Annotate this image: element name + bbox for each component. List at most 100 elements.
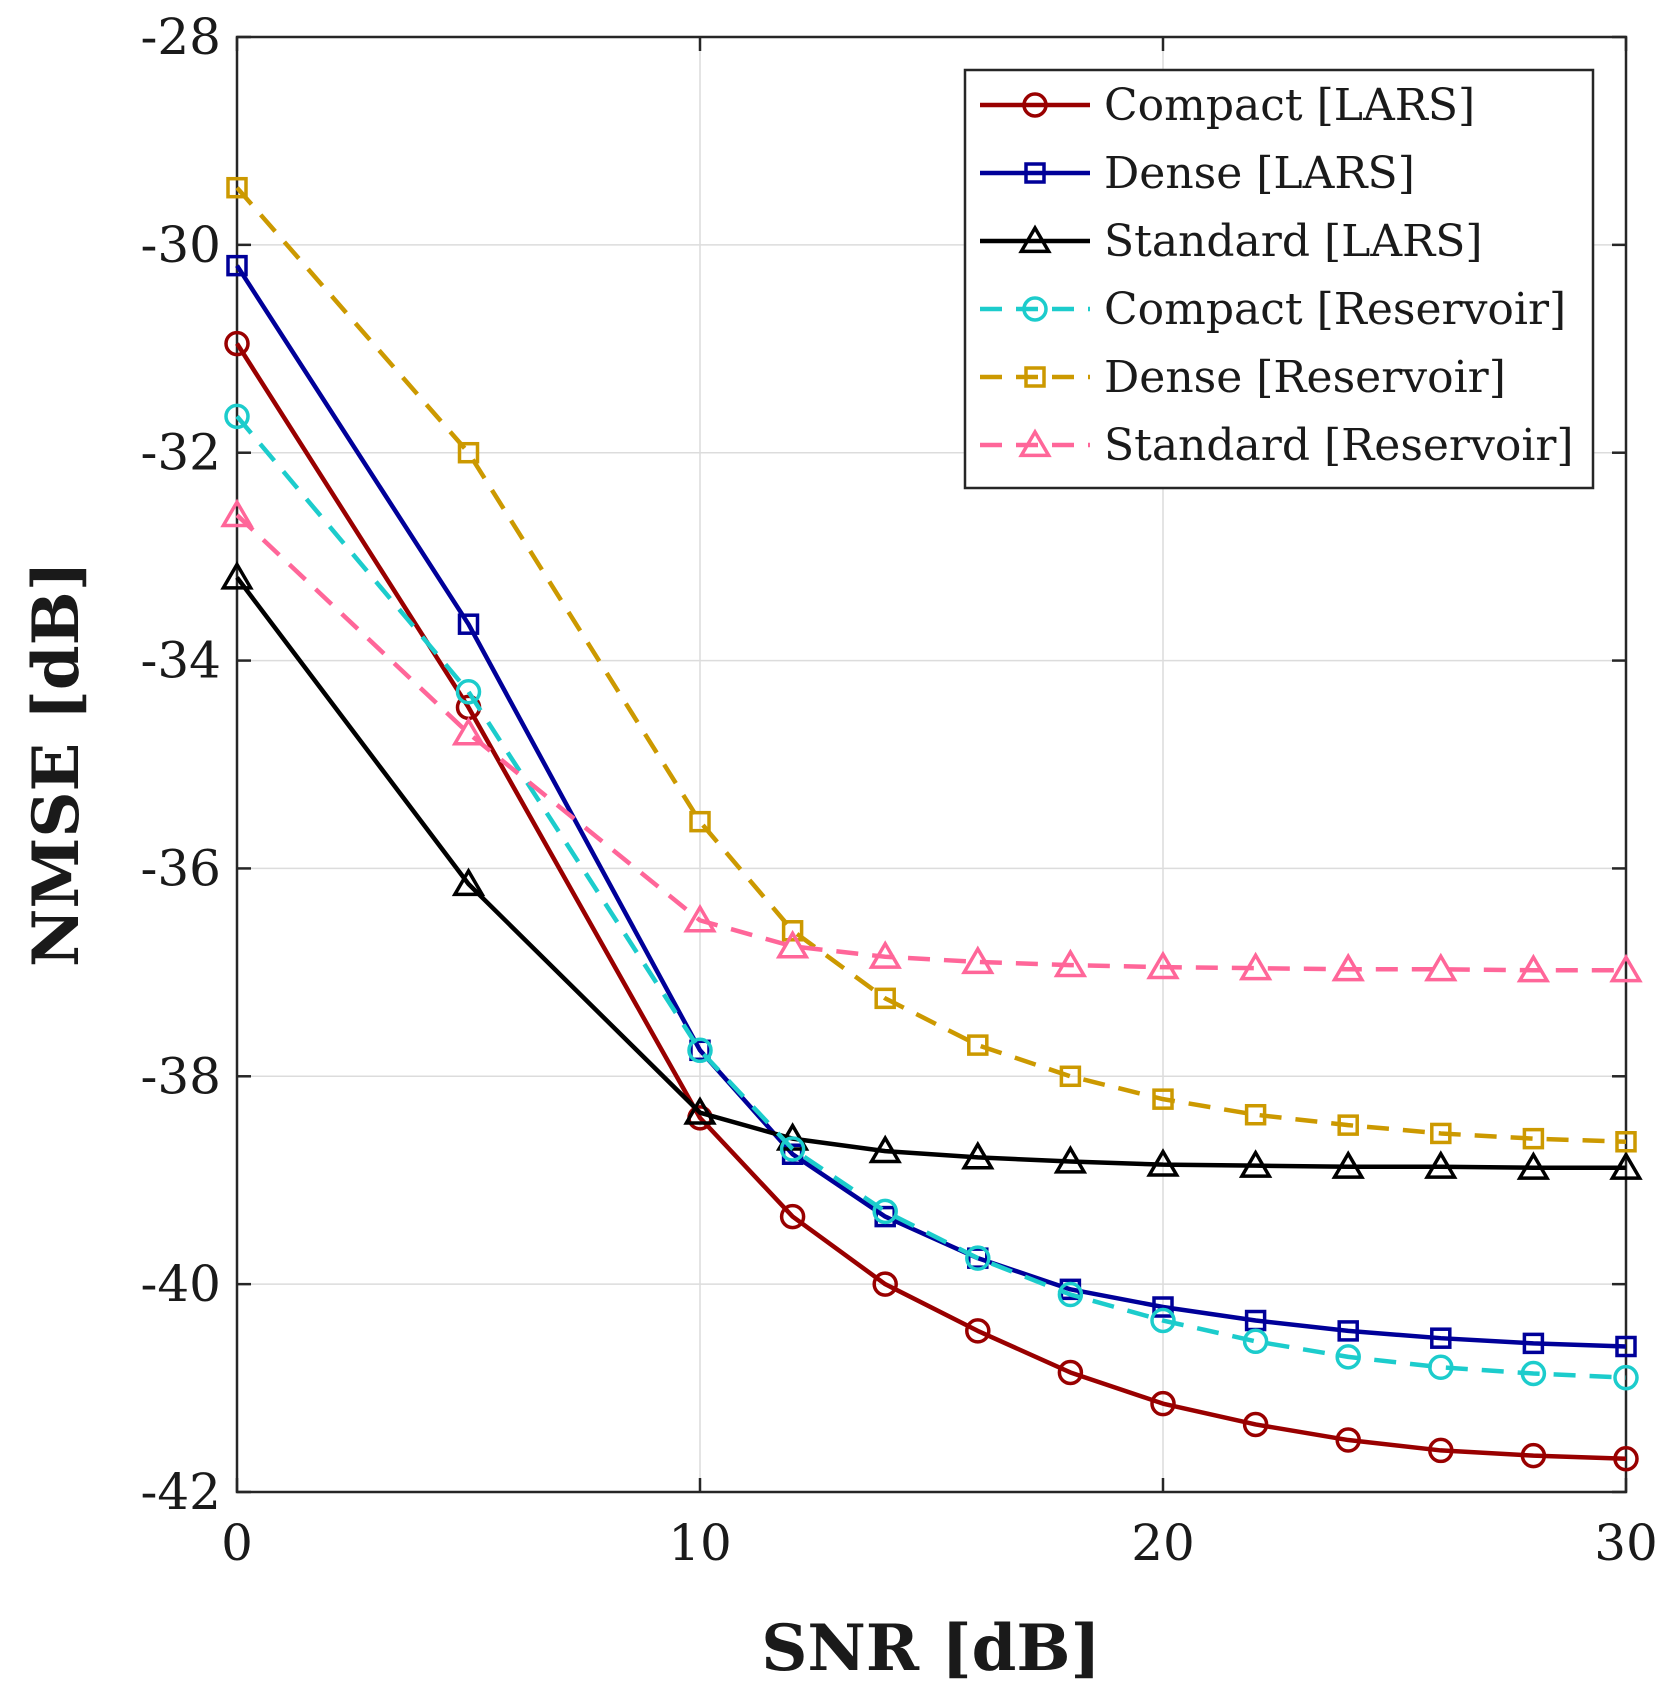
data-point-standard-lars: [683, 1096, 717, 1125]
data-point-compact-lars: [1057, 1359, 1084, 1386]
data-point-compact-lars: [1428, 1437, 1454, 1464]
data-point-compact-reservoir: [965, 1245, 991, 1271]
data-point-compact-reservoir: [779, 1136, 806, 1162]
series-line-compact-lars: [235, 342, 1627, 1461]
data-point-dense-reservoir: [874, 987, 896, 1010]
data-point-standard-reservoir: [868, 940, 902, 969]
data-point-compact-lars: [965, 1318, 991, 1344]
legend-label: Standard [Reservoir]: [1104, 420, 1574, 471]
data-point-compact-reservoir: [872, 1198, 898, 1225]
legend-entry-standard-reservoir: Standard [Reservoir]: [980, 420, 1574, 471]
data-point-standard-reservoir: [220, 498, 254, 528]
data-point-dense-reservoir: [1615, 1131, 1637, 1153]
y-tick-label: -40: [140, 1255, 221, 1313]
data-point-standard-lars: [1424, 1150, 1458, 1179]
data-point-compact-reservoir: [1150, 1307, 1176, 1334]
plot-area-frame: [235, 35, 1628, 1494]
x-tick-label: 20: [1131, 1514, 1195, 1572]
data-point-compact-lars: [1520, 1442, 1547, 1469]
series-dense-reservoir: [226, 176, 1637, 1153]
data-point-compact-lars: [1150, 1390, 1176, 1417]
data-point-compact-lars: [224, 330, 250, 357]
data-point-dense-reservoir: [457, 441, 480, 464]
data-point-standard-reservoir: [1424, 952, 1458, 982]
legend-entry-compact-lars: Compact [LARS]: [980, 80, 1475, 131]
data-point-compact-lars: [872, 1271, 898, 1297]
data-point-standard-lars: [1238, 1149, 1273, 1178]
data-point-standard-lars: [961, 1140, 995, 1170]
data-point-standard-lars: [1053, 1145, 1088, 1174]
legend-marker: [1022, 92, 1048, 118]
data-point-dense-reservoir: [1059, 1065, 1082, 1088]
data-point-standard-lars: [868, 1134, 902, 1164]
legend: Compact [LARS] Dense [LARS] Standard [LARS…: [963, 68, 1595, 490]
series-standard-lars: [220, 560, 1643, 1180]
data-point-compact-reservoir: [687, 1037, 713, 1064]
series-line-compact-reservoir: [235, 414, 1627, 1380]
x-tick-label: 30: [1594, 1514, 1658, 1572]
series-compact-lars: [224, 330, 1639, 1472]
y-tick-labels: -42 -40 -38 -36 -34 -32 -30 -28: [140, 8, 221, 1521]
series-line-dense-lars: [235, 264, 1627, 1349]
data-point-compact-lars: [779, 1203, 806, 1230]
series-standard-reservoir: [220, 498, 1643, 983]
series-line-standard-reservoir: [235, 513, 1626, 973]
y-axis-title: NMSE [dB]: [19, 561, 94, 967]
legend-label: Dense [LARS]: [1104, 148, 1415, 199]
data-point-dense-reservoir: [1152, 1088, 1174, 1110]
data-point-standard-reservoir: [1053, 948, 1088, 978]
y-tick-label: -28: [140, 8, 221, 66]
data-point-dense-reservoir: [967, 1034, 989, 1056]
data-point-dense-lars: [1430, 1327, 1452, 1349]
series-compact-reservoir: [224, 403, 1639, 1391]
data-point-dense-reservoir: [226, 176, 248, 199]
data-point-dense-lars: [1152, 1296, 1174, 1318]
y-tick-label: -38: [140, 1047, 221, 1105]
data-point-standard-reservoir: [961, 945, 995, 975]
data-point-dense-lars: [1337, 1320, 1359, 1342]
data-point-dense-lars: [1522, 1332, 1545, 1355]
y-tick-label: -30: [140, 216, 221, 274]
data-point-compact-reservoir: [1520, 1360, 1547, 1387]
x-axis-title: SNR [dB]: [761, 1611, 1101, 1686]
x-tick-labels: 0 10 20 30: [221, 1514, 1658, 1572]
data-point-standard-reservoir: [1331, 952, 1365, 982]
y-tick-label: -32: [140, 424, 221, 482]
data-point-dense-lars: [457, 613, 480, 635]
data-point-dense-reservoir: [1337, 1114, 1359, 1136]
data-point-standard-lars: [451, 867, 486, 897]
data-point-compact-reservoir: [224, 403, 250, 430]
data-point-standard-reservoir: [1238, 951, 1273, 981]
series-line-standard-lars: [235, 576, 1626, 1170]
legend-marker: [1022, 296, 1048, 322]
legend-label: Standard [LARS]: [1104, 216, 1483, 267]
data-point-standard-lars: [1516, 1151, 1551, 1180]
data-point-compact-reservoir: [1613, 1364, 1639, 1391]
legend-label: Compact [LARS]: [1104, 80, 1475, 131]
legend-entry-dense-lars: Dense [LARS]: [980, 148, 1415, 199]
data-point-compact-reservoir: [1335, 1344, 1361, 1370]
data-point-standard-reservoir: [1516, 953, 1551, 983]
data-point-standard-lars: [220, 560, 254, 590]
legend-marker: [1024, 162, 1046, 184]
legend-marker: [1018, 224, 1052, 254]
legend-marker: [1024, 366, 1046, 388]
data-point-compact-lars: [1613, 1445, 1639, 1472]
data-point-dense-reservoir: [1244, 1103, 1267, 1126]
data-point-compact-lars: [1242, 1411, 1269, 1438]
data-point-standard-reservoir: [683, 903, 717, 933]
legend-entry-standard-lars: Standard [LARS]: [980, 216, 1483, 267]
legend-entry-dense-reservoir: Dense [Reservoir]: [980, 352, 1506, 403]
x-tick-label: 10: [668, 1514, 732, 1572]
data-point-standard-reservoir: [1146, 950, 1180, 980]
data-point-dense-lars: [967, 1247, 989, 1269]
data-point-dense-reservoir: [1430, 1122, 1452, 1145]
data-point-dense-reservoir: [1522, 1127, 1545, 1150]
legend-label: Dense [Reservoir]: [1104, 352, 1506, 403]
data-point-standard-reservoir: [775, 929, 810, 959]
series-dense-lars: [226, 254, 1637, 1358]
x-tick-label: 0: [221, 1514, 253, 1572]
y-tick-label: -36: [140, 839, 221, 897]
data-point-dense-lars: [689, 1039, 711, 1062]
